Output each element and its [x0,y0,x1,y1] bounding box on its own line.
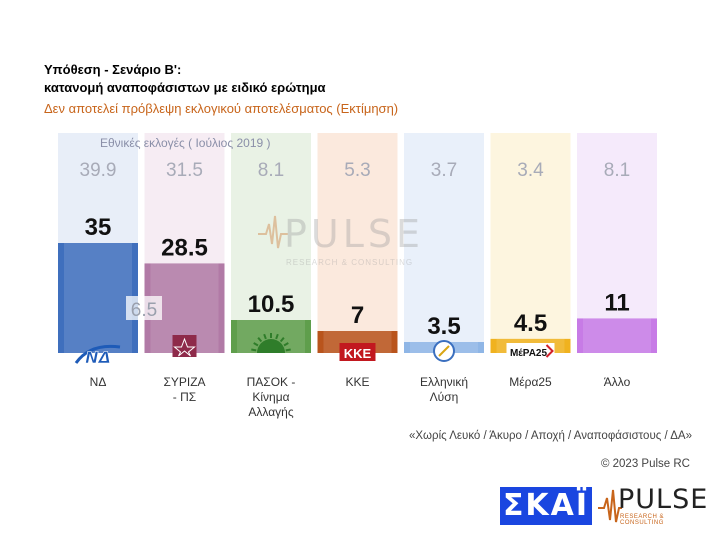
data-label: 11 [604,289,629,316]
previous-value-label: 8.1 [604,160,630,181]
previous-value-label: 3.7 [431,160,457,181]
watermark-text: PULSE [284,212,425,256]
mera25-arrow-icon [545,344,554,358]
previous-value-label: 5.3 [344,160,370,181]
category-label: ΣΥΡΙΖΑ [163,375,205,389]
category-label: Άλλο [604,375,631,389]
pulse-logo-icon [598,489,622,523]
pasok-sun-ray-icon [285,348,291,352]
pasok-sun-ray-icon [283,342,289,347]
syriza-logo-icon [172,335,197,357]
kke-logo-icon [339,343,376,361]
previous-election-label: Εθνικές εκλογές ( Ιούλιος 2019 ) [100,136,271,150]
syriza-star-icon [173,337,196,357]
data-label: 10.5 [248,291,295,318]
bar-highlight [64,243,132,353]
footnote: «Χωρίς Λευκό / Άκυρο / Αποχή / Αναποφάσι… [408,430,692,442]
nd-logo-icon [74,344,121,364]
watermark-subtext: RESEARCH & CONSULTING [286,258,414,267]
pasok-sun-ray-icon [263,333,267,340]
annotation-label: 6.5 [131,300,157,321]
pasok-sun-ray-icon [275,333,279,340]
annotation-background [126,296,162,320]
bar [577,318,657,353]
pasok-sun-ray-icon [253,342,259,347]
pulse-logo: PULSE RESEARCH & CONSULTING [598,484,708,528]
pulse-logo-subtext: RESEARCH & CONSULTING [620,514,665,526]
chart-title: Υπόθεση - Σενάριο Β': [44,62,182,77]
previous-value-label: 8.1 [258,160,284,181]
category-label: Μέρα25 [509,375,552,389]
previous-value-label: 3.4 [517,160,544,181]
column-background [404,133,484,353]
column-background [317,133,398,353]
pulse-watermark: PULSE RESEARCH & CONSULTING [258,212,420,267]
elliniki-lysi-needle-icon [438,345,450,357]
bar-highlight [583,318,651,353]
pulse-watermark-icon [258,215,288,249]
data-label: 4.5 [514,310,547,337]
previous-value-label: 31.5 [166,160,203,181]
column-background [490,133,571,353]
category-label: Ελληνική [420,375,468,389]
pasok-sun-ray-icon [257,337,263,343]
pasok-sun-ray-icon [279,337,285,343]
column-background [577,133,657,353]
skai-logo: ΣΚΑΪ [500,487,592,525]
kke-logo-text: ΚΚΕ [344,346,372,361]
category-label: - ΠΣ [173,390,196,404]
pasok-sun-icon [257,339,285,353]
category-label: Αλλαγής [248,405,293,419]
copyright-text: © 2023 Pulse RC [600,458,690,470]
data-label: 28.5 [161,234,208,261]
data-label: 3.5 [427,313,460,340]
category-label: ΚΚΕ [345,375,369,389]
data-label: 35 [85,214,112,241]
nd-logo-text: ΝΔ [85,348,111,367]
chart-title-line2: κατανομή αναποφάσιστων με ειδικό ερώτημα [44,80,326,95]
bar [58,243,138,353]
pasok-sun-ray-icon [251,348,257,352]
column-background [231,133,311,353]
previous-value-label: 39.9 [80,160,117,181]
category-label: ΠΑΣΟΚ - [247,375,296,389]
data-label: 7 [351,302,364,329]
mera25-logo-text: ΜέΡΑ25 [510,348,548,359]
bar [317,331,398,353]
category-label: ΝΔ [90,375,107,389]
category-label: Λύση [430,390,459,404]
mera25-logo-icon [506,343,555,359]
chart-subtitle: Δεν αποτελεί πρόβλεψη εκλογικού αποτελέσ… [44,101,399,116]
pulse-logo-text: PULSE [618,484,709,515]
category-label: Κίνημα [252,390,289,404]
